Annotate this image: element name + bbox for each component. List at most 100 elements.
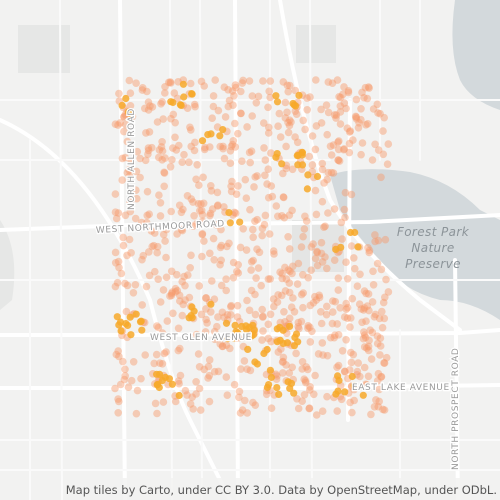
point: [368, 156, 377, 164]
point: [232, 190, 241, 198]
point: [150, 359, 158, 368]
point: [359, 334, 368, 343]
point: [291, 107, 300, 115]
point: [313, 247, 321, 256]
point: [269, 295, 278, 303]
point: [222, 275, 230, 284]
point: [276, 268, 284, 277]
point: [377, 173, 385, 182]
point: [357, 115, 365, 124]
point: [333, 76, 342, 84]
point: [114, 347, 122, 355]
point: [293, 395, 301, 403]
hot-point: [122, 320, 130, 328]
point: [319, 351, 327, 359]
point: [317, 249, 326, 258]
point: [346, 127, 355, 135]
point: [285, 245, 294, 253]
point: [221, 113, 230, 121]
point: [211, 76, 219, 84]
point: [171, 284, 180, 293]
point: [243, 365, 251, 374]
point: [330, 333, 339, 342]
point: [301, 378, 310, 387]
hot-point: [348, 372, 356, 381]
point: [167, 114, 175, 123]
point: [216, 340, 224, 348]
point: [129, 358, 138, 366]
point: [188, 393, 196, 402]
point: [294, 404, 303, 413]
point: [377, 265, 386, 274]
point: [285, 288, 294, 297]
point: [228, 177, 236, 186]
point: [245, 306, 254, 315]
point: [267, 149, 275, 157]
point: [254, 264, 263, 272]
point: [231, 119, 239, 128]
point: [374, 146, 383, 154]
point: [197, 77, 206, 86]
point: [354, 124, 363, 132]
point: [218, 342, 227, 351]
point: [173, 230, 181, 238]
point: [139, 251, 148, 260]
point: [376, 351, 384, 359]
point: [224, 86, 232, 94]
point: [297, 290, 306, 299]
point: [380, 113, 389, 122]
point: [231, 143, 240, 151]
point: [207, 182, 215, 190]
point: [366, 326, 375, 335]
point: [292, 110, 301, 118]
point: [355, 300, 364, 309]
park-label: Forest Park: [397, 225, 470, 239]
point: [354, 359, 363, 367]
point: [116, 119, 124, 127]
point: [170, 89, 179, 97]
point: [300, 391, 309, 399]
point: [122, 307, 131, 316]
hot-point: [275, 390, 283, 398]
point: [167, 291, 176, 300]
point: [213, 188, 222, 197]
hot-point: [198, 137, 207, 145]
point: [176, 297, 184, 305]
hot-point: [359, 391, 367, 399]
point: [318, 258, 327, 266]
point: [306, 386, 314, 394]
point: [345, 148, 354, 157]
point: [251, 173, 259, 181]
point: [175, 201, 184, 210]
point: [362, 380, 370, 389]
point: [219, 144, 227, 153]
hot-point: [231, 321, 239, 329]
hot-point: [230, 334, 238, 342]
point: [148, 143, 156, 152]
point: [342, 258, 350, 267]
point: [233, 301, 242, 310]
hot-point: [236, 218, 244, 226]
point: [151, 267, 159, 276]
point: [223, 311, 232, 319]
point: [237, 109, 245, 118]
point: [176, 344, 184, 353]
point: [383, 160, 392, 168]
point: [324, 168, 333, 177]
point: [336, 304, 345, 312]
point: [285, 314, 294, 323]
point: [131, 214, 140, 223]
point: [298, 358, 307, 366]
labels: NORTH ALLEN ROAD WEST NORTHMOOR ROAD WES…: [94, 107, 470, 471]
point: [253, 245, 261, 253]
point: [270, 250, 278, 258]
point: [302, 363, 311, 371]
point: [227, 311, 235, 319]
point: [167, 267, 176, 276]
point: [116, 380, 125, 389]
point: [330, 111, 339, 119]
point: [123, 168, 132, 177]
point: [239, 76, 247, 85]
point: [334, 145, 343, 154]
point: [111, 282, 120, 291]
